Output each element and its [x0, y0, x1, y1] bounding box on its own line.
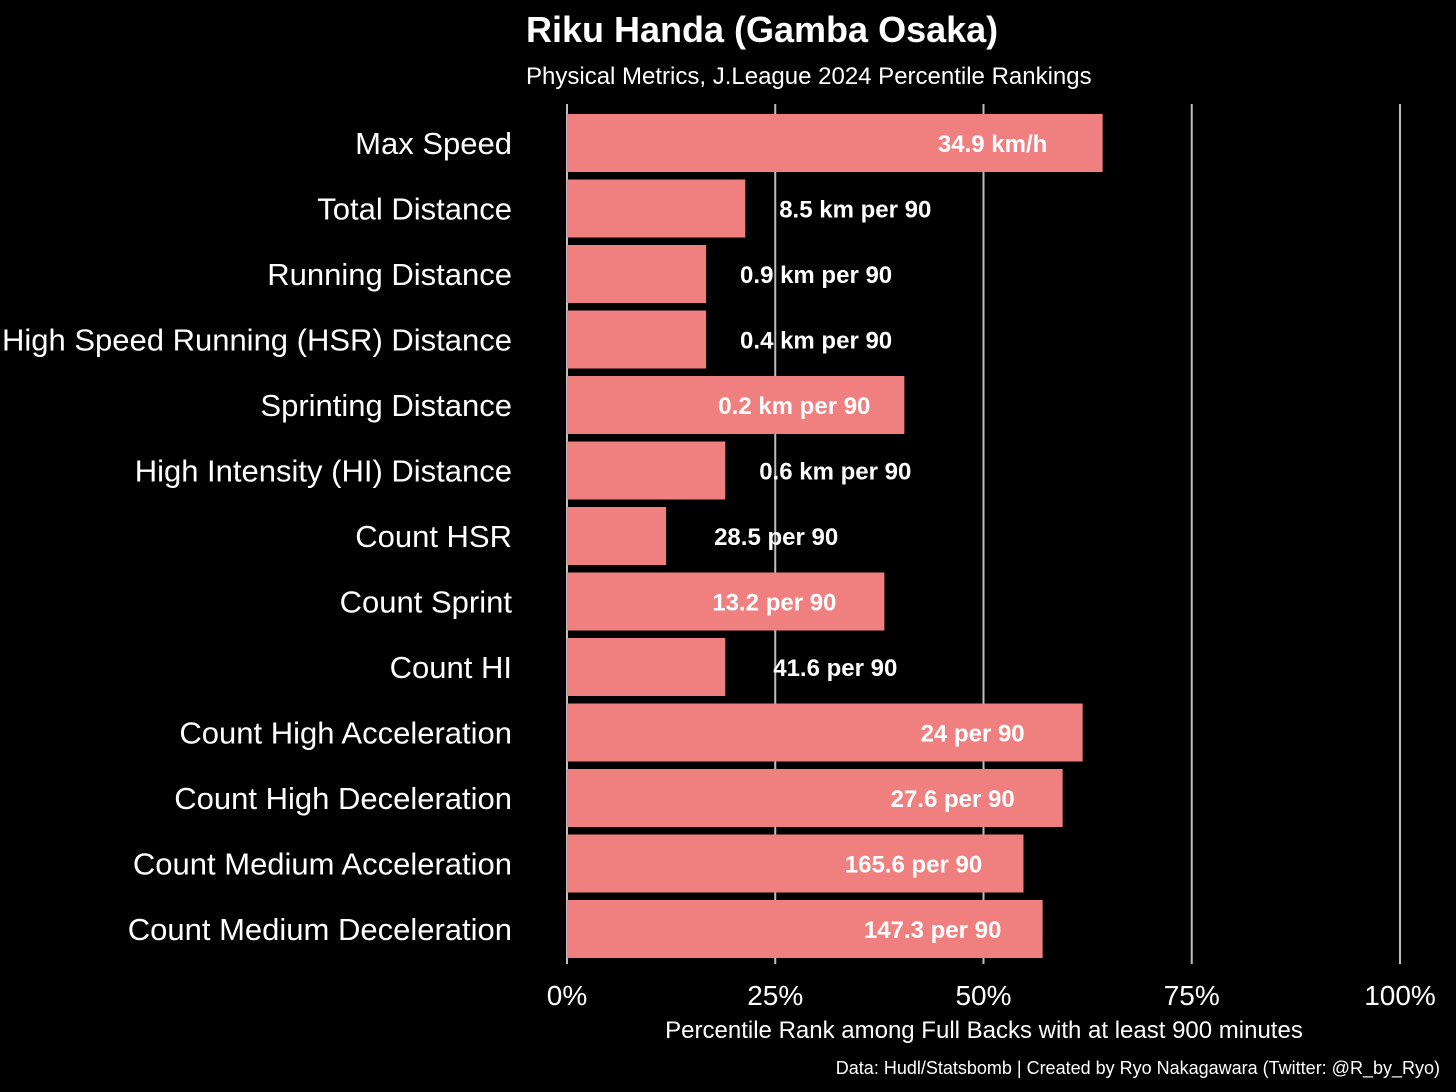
category-label: High Intensity (HI) Distance	[135, 454, 512, 489]
bar	[567, 179, 746, 238]
bar	[567, 834, 1024, 893]
chart-title: Riku Handa (Gamba Osaka)	[526, 9, 998, 50]
category-label: Count High Acceleration	[179, 716, 512, 751]
category-labels: Max Speed Total Distance Running Distance H…	[2, 126, 512, 947]
bar	[567, 900, 1043, 958]
bar	[567, 638, 726, 696]
category-label: Max Speed	[355, 126, 512, 161]
x-tick-label: 50%	[955, 980, 1011, 1011]
x-tick-label: 0%	[547, 980, 587, 1011]
x-axis-title: Percentile Rank among Full Backs with at…	[665, 1017, 1303, 1044]
bar-value-label: 24 per 90	[921, 721, 1025, 748]
bar-value-label: 147.3 per 90	[864, 917, 1001, 944]
category-label: Count High Deceleration	[174, 781, 512, 816]
bar	[567, 441, 726, 500]
bar-value-label: 165.6 per 90	[845, 852, 982, 879]
bar	[567, 376, 905, 434]
category-label: Count Sprint	[340, 585, 513, 620]
bar-value-label: 27.6 per 90	[891, 786, 1015, 813]
bar-value-label: 41.6 per 90	[773, 655, 897, 682]
bar-value-label: 0.2 km per 90	[718, 393, 870, 420]
bar	[567, 114, 1103, 172]
bar	[567, 507, 667, 565]
category-label: Count HSR	[355, 519, 512, 554]
x-tick-label: 75%	[1164, 980, 1220, 1011]
category-label: Running Distance	[267, 257, 512, 292]
category-label: High Speed Running (HSR) Distance	[2, 323, 512, 358]
bars	[567, 114, 1103, 958]
chart-caption: Data: Hudl/Statsbomb | Created by Ryo Na…	[836, 1058, 1440, 1079]
category-label: Count Medium Deceleration	[128, 912, 512, 947]
x-axis-ticks: 0% 25% 50% 75% 100%	[547, 980, 1436, 1011]
bar	[567, 769, 1063, 827]
x-tick-label: 25%	[747, 980, 803, 1011]
bar-value-label: 0.4 km per 90	[740, 328, 892, 355]
bar-value-label: 0.9 km per 90	[740, 262, 892, 289]
category-label: Sprinting Distance	[260, 388, 512, 423]
bar-value-label: 13.2 per 90	[712, 590, 836, 617]
bar	[567, 703, 1083, 762]
bar	[567, 310, 707, 369]
bar-value-label: 34.9 km/h	[938, 131, 1047, 158]
bar-value-labels: 34.9 km/h 8.5 km per 90 0.9 km per 90 0.4 k…	[712, 131, 1047, 944]
category-label: Count Medium Acceleration	[133, 847, 512, 882]
category-label: Total Distance	[317, 192, 512, 227]
bar-value-label: 0.6 km per 90	[759, 459, 911, 486]
bar-value-label: 8.5 km per 90	[779, 197, 931, 224]
category-label: Count HI	[390, 650, 512, 685]
bar	[567, 245, 707, 303]
x-tick-label: 100%	[1364, 980, 1436, 1011]
bar	[567, 572, 885, 631]
bar-value-label: 28.5 per 90	[714, 524, 838, 551]
chart-subtitle: Physical Metrics, J.League 2024 Percenti…	[526, 63, 1092, 90]
